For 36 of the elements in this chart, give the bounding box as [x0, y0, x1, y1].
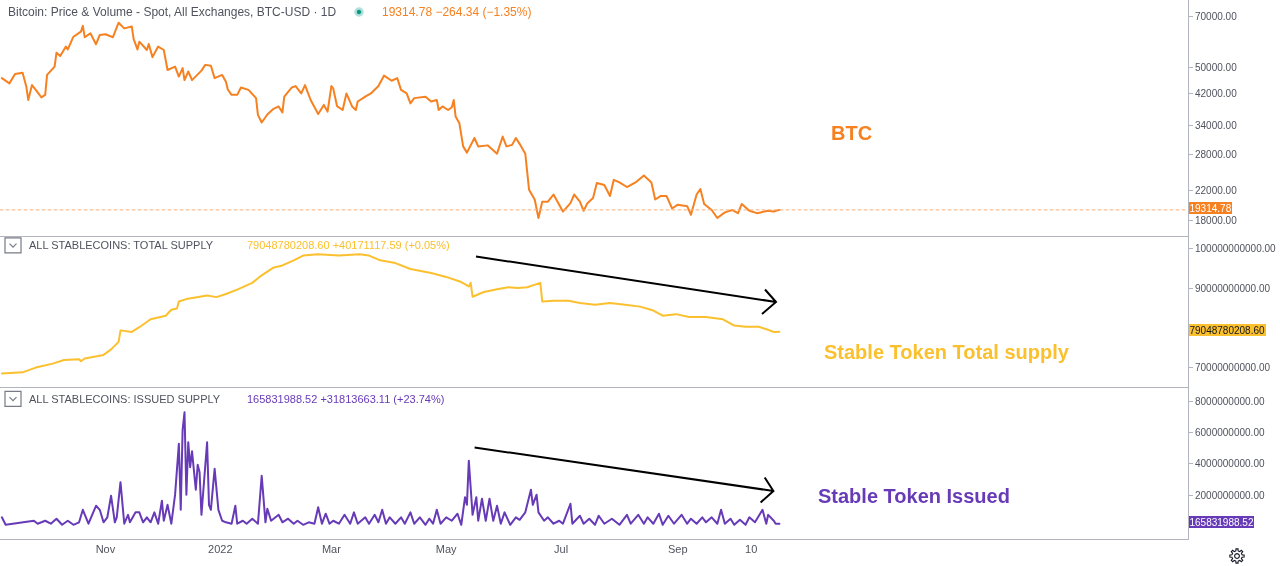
text: 19314.78 −264.34 (−1.35%) [382, 5, 532, 19]
chart-title: ALL STABLECOINS: TOTAL SUPPLY [29, 239, 214, 251]
text: 165831988.52 +31813663.11 (+23.74%) [247, 393, 445, 405]
y-tick-label: 8000000000.00 [1195, 396, 1265, 408]
text: Bitcoin: Price & Volume - Spot, All Exchanges, BTC-USD · 1D [8, 5, 337, 19]
x-tick-label: Nov [95, 543, 116, 556]
y-tick-label: 4000000000.00 [1195, 458, 1265, 470]
line-series [0, 411, 781, 526]
y-tick-label: 34000.00 [1195, 119, 1238, 131]
y-tick-label: 28000.00 [1195, 148, 1238, 160]
chart-subtitle: 79048780208.60 +40171117.59 (+0.05%) [247, 239, 450, 251]
text: Stable Token Total supply [824, 341, 1070, 363]
ref-line-label: 19314.78 [1189, 202, 1232, 214]
y-tick-label: 100000000000.00 [1195, 243, 1277, 255]
y-tick-label: 70000.00 [1195, 11, 1238, 23]
y-tick-label: 42000.00 [1195, 87, 1238, 99]
y-tick-label: 22000.00 [1195, 184, 1238, 196]
line-series [0, 253, 781, 375]
y-tick-label: 70000000000.00 [1195, 362, 1271, 374]
y-tick-label: 18000.00 [1195, 214, 1238, 226]
y-tick-label: 50000.00 [1195, 61, 1238, 73]
x-tick-label: Sep [667, 543, 688, 556]
text: ALL STABLECOINS: ISSUED SUPPLY [29, 393, 221, 405]
y-tick-label: 2000000000.00 [1195, 489, 1265, 501]
y-tick-label: 90000000000.00 [1195, 282, 1271, 294]
text: 79048780208.60 [1189, 324, 1266, 336]
x-tick-label: Mar [321, 543, 342, 556]
x-tick-label: Jul [554, 543, 569, 556]
x-tick-label: 2022 [208, 543, 233, 556]
x-tick-label: 10 [745, 543, 758, 556]
text: 165831988.52 [1189, 516, 1254, 528]
text: Stable Token Issued [818, 485, 1010, 507]
y-tick-label: 6000000000.00 [1195, 427, 1265, 439]
text: BTC [831, 122, 873, 144]
line-series [0, 21, 781, 219]
x-tick-label: May [435, 543, 458, 556]
